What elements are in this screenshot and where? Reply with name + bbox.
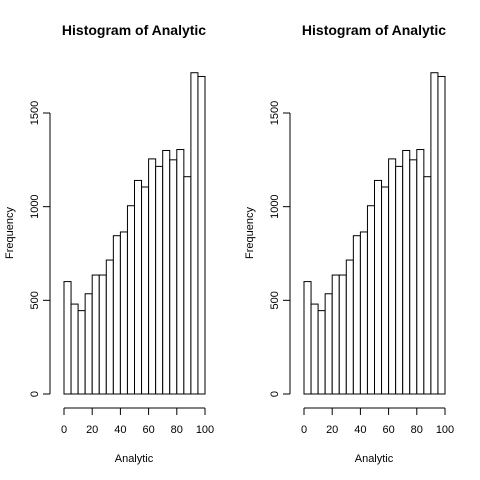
histogram-bar <box>317 310 326 395</box>
histogram-bar <box>155 165 164 395</box>
histogram-bar <box>359 231 368 395</box>
x-tick-label: 60 <box>382 424 394 436</box>
histogram-bar <box>190 72 199 395</box>
x-tick-label: 100 <box>436 424 454 436</box>
histogram-bar <box>352 235 361 395</box>
x-axis-title: Analytic <box>355 453 394 465</box>
histogram-bar <box>91 274 100 395</box>
x-tick-label: 80 <box>171 424 183 436</box>
y-tick-label: 500 <box>29 291 41 309</box>
histogram-bar <box>303 281 312 395</box>
histogram-bar <box>183 176 192 395</box>
histogram-bar <box>423 176 432 395</box>
histogram-bar <box>70 303 79 395</box>
y-axis: 0 500 1000 1500 <box>29 101 51 397</box>
histogram-panel-left: Histogram of Analytic Analytic Frequency… <box>4 22 214 465</box>
histogram-bar <box>98 274 107 395</box>
y-tick-label: 1500 <box>269 101 281 125</box>
chart-title: Histogram of Analytic <box>62 22 206 38</box>
x-tick-label: 20 <box>326 424 338 436</box>
histogram-bar <box>112 235 121 395</box>
chart-title: Histogram of Analytic <box>302 22 446 38</box>
histogram-bar <box>197 75 206 395</box>
histogram-bar <box>395 165 404 395</box>
histogram-bar <box>126 205 135 395</box>
histogram-bar <box>63 281 72 395</box>
x-axis-title: Analytic <box>115 453 154 465</box>
histogram-bar <box>169 159 178 395</box>
bars-group <box>303 72 446 395</box>
histogram-bar <box>119 231 128 395</box>
histogram-bar <box>324 293 333 395</box>
histogram-bar <box>366 205 376 395</box>
x-tick-label: 0 <box>301 424 307 436</box>
x-tick-label: 40 <box>114 424 126 436</box>
x-tick-label: 20 <box>86 424 98 436</box>
histogram-bar <box>409 159 418 395</box>
y-tick-label: 1500 <box>29 101 41 125</box>
histogram-bar <box>310 303 319 395</box>
x-tick-label: 0 <box>61 424 67 436</box>
histogram-bar <box>388 158 397 395</box>
histogram-bar <box>331 274 340 395</box>
histogram-bar <box>134 179 143 395</box>
x-axis: 0 20 40 60 80 100 <box>301 407 454 436</box>
x-tick-label: 60 <box>142 424 154 436</box>
y-tick-label: 0 <box>29 391 41 397</box>
y-tick-label: 1000 <box>269 194 281 218</box>
bars-group <box>63 72 206 395</box>
histogram-bar <box>381 186 390 395</box>
y-axis-title: Frequency <box>244 207 256 259</box>
histogram-bar <box>338 274 347 395</box>
histogram-bar <box>402 149 411 395</box>
y-tick-label: 0 <box>269 391 281 397</box>
histogram-bar <box>374 179 383 395</box>
histogram-bar <box>162 149 171 395</box>
y-tick-label: 500 <box>269 291 281 309</box>
x-axis: 0 20 40 60 80 100 <box>61 407 214 436</box>
x-tick-label: 80 <box>411 424 423 436</box>
histogram-bar <box>84 293 93 395</box>
x-tick-label: 100 <box>196 424 214 436</box>
histogram-panel-right: Histogram of Analytic Analytic Frequency… <box>244 22 454 465</box>
histogram-bar <box>141 186 150 395</box>
y-tick-label: 1000 <box>29 194 41 218</box>
histogram-bar <box>105 259 114 395</box>
histogram-bar <box>437 75 446 395</box>
histogram-bar <box>176 149 185 395</box>
x-tick-label: 40 <box>354 424 366 436</box>
histogram-bar <box>416 149 425 395</box>
y-axis-title: Frequency <box>4 207 16 259</box>
histogram-bar <box>345 259 354 395</box>
histogram-bar <box>430 72 439 395</box>
histogram-bar <box>77 310 86 395</box>
histogram-bar <box>148 158 157 395</box>
y-axis: 0 500 1000 1500 <box>269 101 291 397</box>
